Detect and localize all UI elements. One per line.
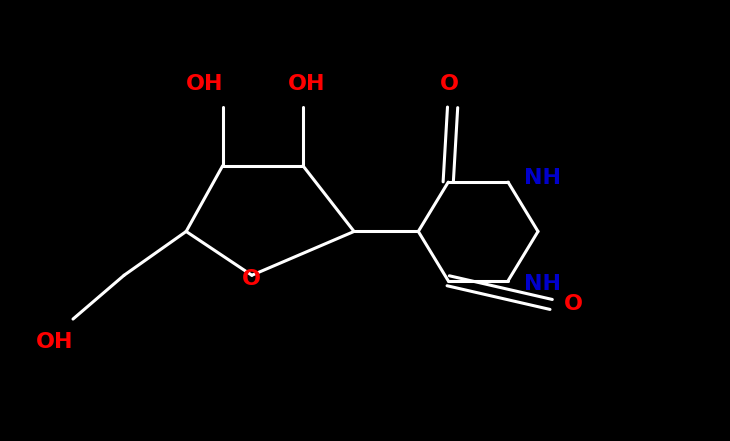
- Text: O: O: [564, 295, 583, 314]
- Text: O: O: [439, 74, 458, 94]
- Text: O: O: [242, 269, 261, 289]
- Text: NH: NH: [524, 274, 561, 295]
- Text: OH: OH: [36, 332, 74, 352]
- Text: OH: OH: [288, 74, 326, 94]
- Text: OH: OH: [185, 74, 223, 94]
- Text: NH: NH: [524, 168, 561, 188]
